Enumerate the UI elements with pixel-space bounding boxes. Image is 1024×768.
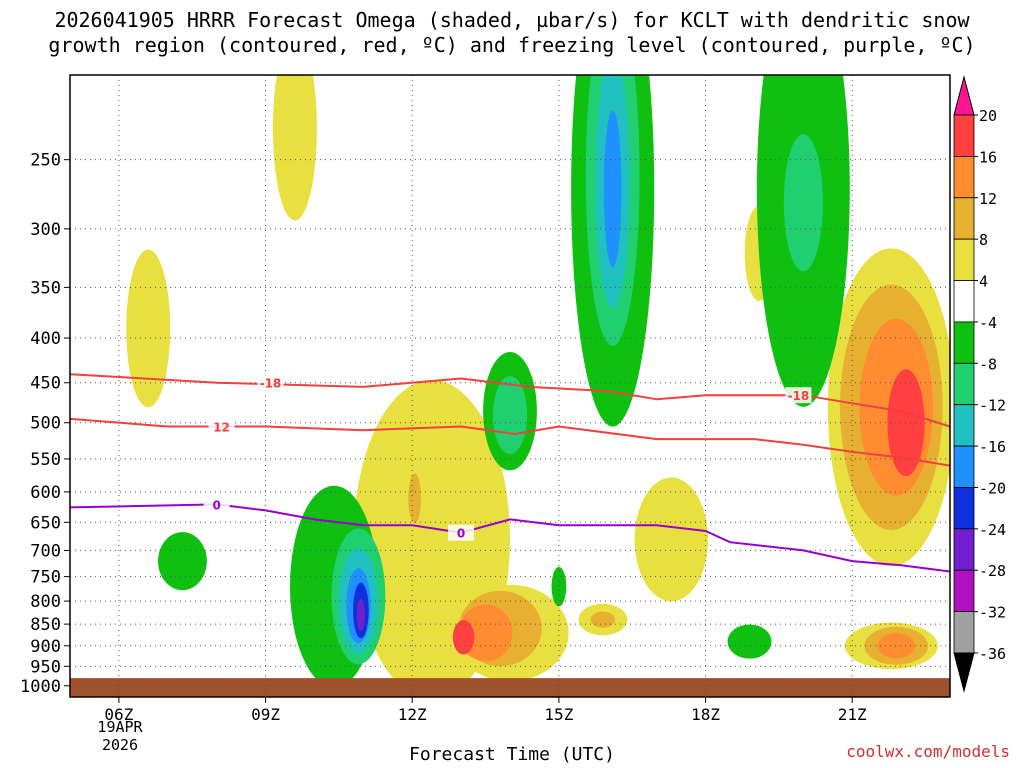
y-axis-ticks: 2503003504004505005506006507007508008509… [20,151,70,697]
chart-title-line-1: 2026041905 HRRR Forecast Omega (shaded, … [54,8,970,32]
omega-region-33 [877,633,915,659]
colorbar-box-11 [953,569,975,613]
ytick-label-400: 400 [30,329,61,349]
xtick-label-09Z: 09Z [251,705,280,724]
plot-frame [69,74,951,698]
colorbar-box-3 [953,238,975,281]
colorbar-box-5 [953,321,975,364]
colorbar-box-6 [953,362,975,406]
contour-label-bg-4 [448,524,475,541]
colorbar-box-0 [953,114,975,157]
ytick-label-600: 600 [30,483,61,503]
omega-fill-layer [70,75,950,697]
ytick-label-1000: 1000 [20,677,61,697]
ytick-label-350: 350 [30,278,61,298]
contour-label-bg-1 [785,387,812,404]
colorbar-label-13: -36 [979,645,1006,663]
contour-label-bg-2 [208,418,235,435]
omega-region-19 [783,134,823,272]
colorbar-label-1: 16 [979,148,997,166]
contour-label-4: 0 [457,527,465,541]
colorbar-label-5: -4 [979,314,997,332]
x-axis-ticks: 06Z 09Z 12Z 15Z 18Z 21Z [104,697,867,724]
colorbar-label-2: 12 [979,190,997,208]
colorbar-box-8 [953,445,975,488]
x-axis-label: Forecast Time (UTC) [409,744,615,765]
credit-link[interactable]: coolwx.com/models [846,742,1010,761]
xtick-label-18Z: 18Z [691,705,720,724]
ytick-label-700: 700 [30,541,61,561]
xtick-label-21Z: 21Z [838,705,867,724]
omega-region-35 [887,369,925,477]
colorbar-box-12 [953,611,975,654]
contour-label-1: -18 [788,389,810,403]
ytick-label-500: 500 [30,414,61,434]
colorbar-label-10: -24 [979,521,1006,539]
date-day-label: 19APR [97,718,143,736]
omega-region-28 [590,611,616,628]
omega-region-5 [634,477,708,602]
xtick-label-15Z: 15Z [544,705,573,724]
ytick-label-300: 300 [30,220,61,240]
ytick-label-800: 800 [30,592,61,612]
omega-region-1 [126,249,171,408]
colorbar-label-12: -32 [979,604,1006,622]
xtick-label-12Z: 12Z [398,705,427,724]
ytick-label-250: 250 [30,151,61,171]
colorbar-label-6: -8 [979,355,997,373]
colorbar-box-9 [953,487,975,530]
colorbar-label-9: -20 [979,479,1006,497]
omega-region-25 [356,599,365,632]
chart-title-line-2: growth region (contoured, red, ºC) and f… [48,33,976,57]
colorbar-box-1 [953,155,975,199]
surface-band [70,678,950,697]
contour-line-1 [70,417,950,467]
ytick-label-900: 900 [30,637,61,657]
ytick-label-850: 850 [30,615,61,635]
ytick-label-550: 550 [30,450,61,470]
ytick-label-750: 750 [30,568,61,588]
contour-label-0: -18 [260,377,282,391]
omega-region-23 [603,110,622,268]
contour-label-3: 0 [212,498,220,512]
ytick-label-450: 450 [30,374,61,394]
contour-layer: -18 -18 12 0 0 [70,373,950,573]
omega-region-34 [452,620,475,655]
omega-region-27 [408,473,422,524]
contour-label-bg-3 [203,496,230,513]
colorbar-label-8: -16 [979,438,1006,456]
ytick-label-650: 650 [30,513,61,533]
colorbar-label-11: -28 [979,562,1006,580]
colorbar-box-10 [953,528,975,571]
colorbar-label-3: 8 [979,231,988,249]
colorbar-label-7: -12 [979,397,1006,415]
colorbar-top-arrow [953,75,975,116]
contour-label-bg-0 [257,374,284,391]
ytick-label-950: 950 [30,657,61,677]
plot-border [69,74,951,698]
contour-label-2: 12 [213,421,230,435]
contour-line-0 [70,373,950,428]
omega-region-14 [727,624,772,659]
colorbar-label-0: 20 [979,107,997,125]
colorbar-box-7 [953,404,975,447]
contour-line-2 [70,503,950,573]
omega-region-10 [158,532,207,591]
omega-region-18 [492,376,528,454]
colorbar-box-4 [953,280,975,323]
colorbar-bottom-arrow [953,652,975,693]
colorbar: 20 16 12 8 4 -4 -8 -12 -16 -20 -24 -28 -32 -36 [953,75,1006,693]
grid-layer [70,75,950,697]
colorbar-box-2 [953,197,975,240]
xtick-label-06Z: 06Z [104,705,133,724]
omega-region-0 [272,75,317,221]
colorbar-label-4: 4 [979,273,988,291]
date-year-label: 2026 [101,736,139,754]
